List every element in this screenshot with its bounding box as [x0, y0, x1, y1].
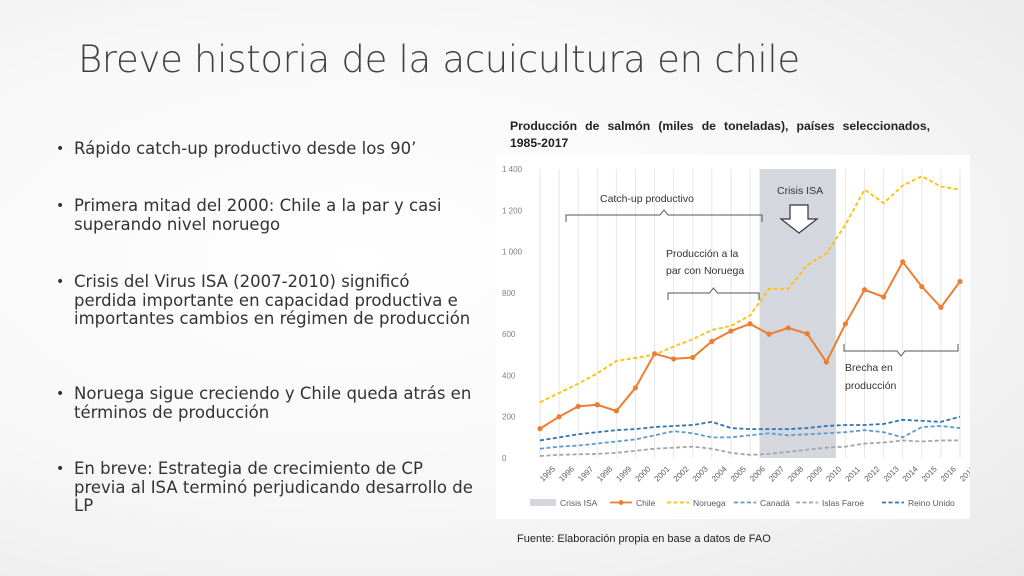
annotation-par-line2: par con Noruega	[666, 265, 744, 277]
data-point	[861, 287, 868, 293]
x-tick-label: 1997	[576, 464, 595, 483]
legend-label: Noruega	[693, 498, 726, 508]
data-point	[594, 402, 600, 408]
data-point	[823, 359, 829, 365]
data-point	[556, 414, 562, 420]
x-tick-label: 1999	[614, 464, 633, 483]
data-point	[957, 278, 963, 285]
x-tick-label: 2008	[786, 464, 805, 483]
x-tick-label: 2011	[844, 464, 863, 483]
data-point	[900, 259, 906, 265]
x-tick-label: 2013	[882, 464, 901, 483]
data-point	[651, 351, 658, 357]
slide-title: Breve historia de la acuicultura en chil…	[78, 38, 800, 81]
x-tick-label: 2007	[767, 464, 786, 483]
y-tick-label: 600	[502, 330, 516, 339]
annotation-catch-up: Catch-up productivo	[600, 193, 694, 205]
data-point	[938, 304, 944, 310]
x-tick-label: 1996	[557, 464, 576, 483]
data-point	[804, 331, 810, 337]
series-line-canadá	[539, 425, 961, 450]
series-line-noruega	[539, 175, 961, 404]
x-tick-label: 2003	[691, 464, 710, 483]
x-tick-label: 1995	[538, 464, 557, 483]
bullet-icon: •	[56, 198, 65, 214]
y-tick-label: 1 000	[502, 248, 523, 257]
legend-marker	[618, 500, 624, 505]
x-tick-label: 2002	[672, 464, 691, 483]
data-point	[632, 385, 639, 391]
x-tick-label: 2005	[729, 464, 748, 483]
y-tick-label: 1 400	[502, 165, 523, 174]
series-line-islas-faroe	[539, 439, 960, 457]
brace-gap	[843, 344, 959, 357]
legend-swatch	[530, 499, 556, 506]
chart-area: 0 200 400 600 800 1 000 1 200 1 400 1995 1996 1997…	[496, 155, 970, 519]
legend-label: Crisis ISA	[560, 498, 598, 508]
bullet-icon: •	[56, 274, 65, 290]
data-point	[766, 331, 772, 337]
legend-label: Canadá	[760, 498, 790, 508]
y-tick-label: 400	[502, 371, 516, 380]
data-point	[728, 328, 734, 334]
data-point	[575, 403, 581, 409]
legend-label: Reino Unido	[908, 498, 955, 508]
legend-label: Chile	[636, 498, 656, 508]
y-tick-label: 800	[502, 289, 516, 298]
x-tick-label: 1998	[595, 464, 614, 483]
x-tick-label: 2006	[748, 464, 767, 483]
salmon-production-chart: 0 200 400 600 800 1 000 1 200 1 400 1995 1996 1997…	[502, 165, 970, 508]
data-point	[919, 284, 925, 290]
annotation-par-line1: Producción a la	[666, 248, 739, 260]
x-tick-label: 2016	[939, 464, 958, 483]
data-point	[747, 321, 753, 327]
x-tick-label: 2014	[901, 464, 920, 483]
x-tick-label: 2009	[805, 464, 824, 483]
y-tick-label: 1 200	[502, 206, 523, 215]
bullet-text: Crisis del Virus ISA (2007-2010) signifi…	[74, 272, 471, 328]
bullet-text: Rápido catch-up productivo desde los 90’	[74, 139, 417, 158]
bullet-icon: •	[56, 461, 65, 477]
bullet-item: • Crisis del Virus ISA (2007-2010) signif…	[56, 272, 474, 329]
y-tick-label: 200	[502, 413, 516, 422]
chart-source: Fuente: Elaboración propia en base a dat…	[517, 533, 771, 545]
bullet-item: • Primera mitad del 2000: Chile a la par …	[56, 196, 474, 234]
bullet-item: • Noruega sigue creciendo y Chile queda a…	[56, 384, 474, 422]
x-tick-label: 2010	[824, 464, 843, 483]
x-tick-label: 2004	[710, 464, 729, 483]
x-tick-label: 2000	[634, 464, 653, 483]
annotation-gap-line2: producción	[845, 380, 897, 392]
data-point	[671, 356, 677, 362]
bullet-item: • Rápido catch-up productivo desde los 90…	[56, 139, 474, 159]
annotation-crisis: Crisis ISA	[777, 185, 823, 197]
legend-label: Islas Faroe	[822, 498, 864, 508]
chart-heading: Producción de salmón (miles de toneladas…	[510, 119, 930, 150]
brace-catch-up	[565, 209, 763, 222]
y-tick-label: 0	[502, 454, 507, 463]
bullet-text: Noruega sigue creciendo y Chile queda at…	[74, 384, 472, 422]
bullet-icon: •	[56, 141, 65, 157]
data-point	[881, 294, 887, 300]
bullet-text: En breve: Estrategia de crecimiento de C…	[74, 459, 473, 515]
down-arrow-icon	[779, 204, 819, 234]
annotation-gap-line1: Brecha en	[845, 362, 893, 374]
data-point	[709, 338, 715, 344]
data-point	[690, 354, 696, 361]
x-tick-label: 2017	[958, 464, 970, 483]
data-point	[785, 325, 791, 331]
bullet-text: Primera mitad del 2000: Chile a la par y…	[74, 196, 442, 234]
data-point	[842, 321, 849, 327]
data-point	[537, 426, 543, 432]
x-tick-label: 2001	[653, 464, 672, 483]
x-tick-label: 2015	[920, 464, 939, 483]
x-tick-label: 2012	[863, 464, 882, 483]
bullet-item: • En breve: Estrategia de crecimiento de …	[56, 459, 474, 516]
bullet-icon: •	[56, 386, 65, 402]
series-line-reino-unido	[539, 415, 961, 442]
data-point	[613, 408, 619, 414]
brace-par	[667, 287, 760, 300]
